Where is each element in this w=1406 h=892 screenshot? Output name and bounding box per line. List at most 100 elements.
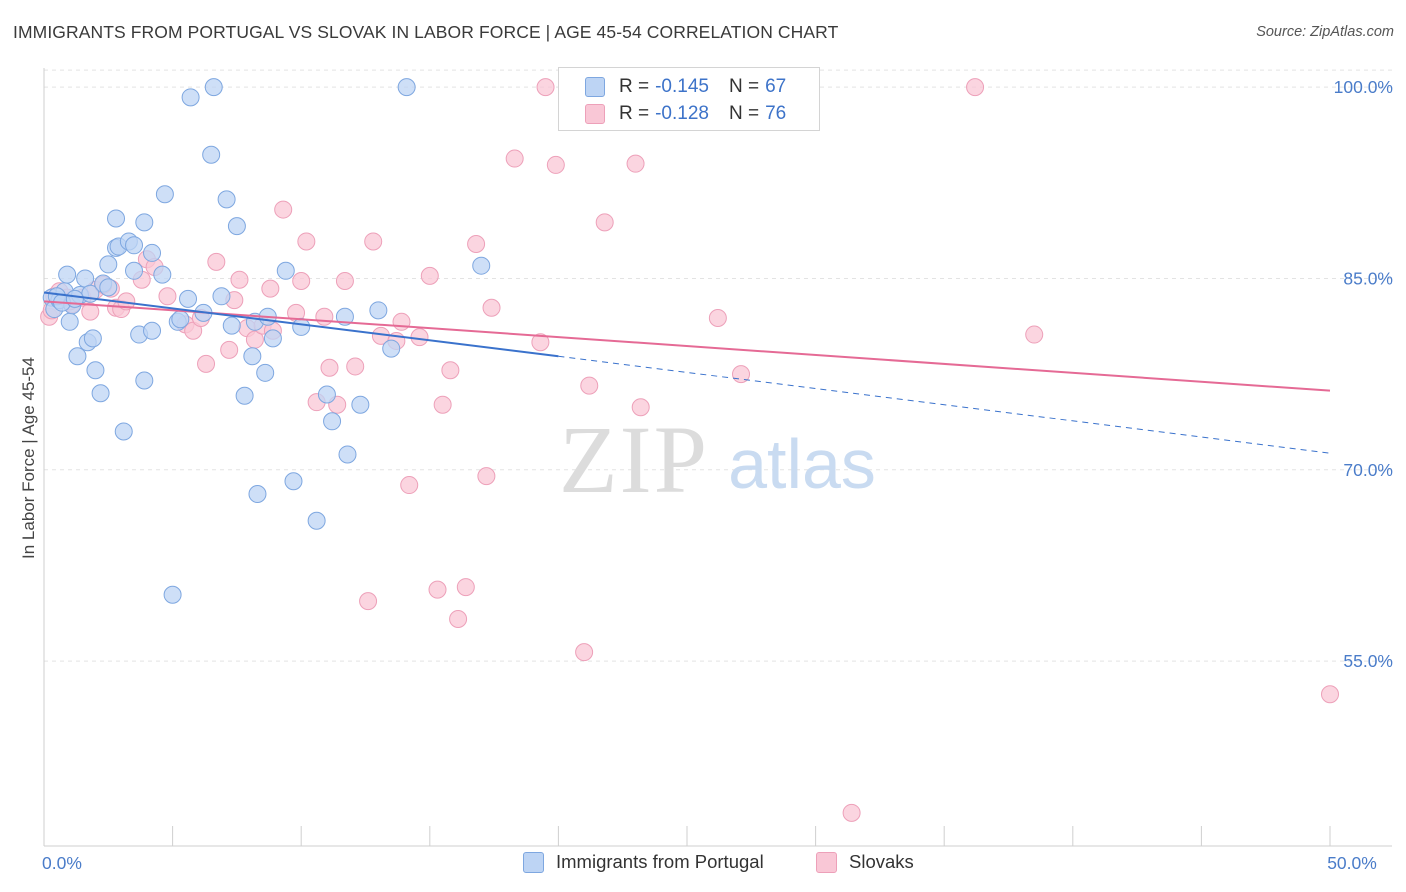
series-portugal-points (42, 78, 491, 604)
watermark-atlas: atlas (728, 425, 876, 503)
r-label: R = (619, 76, 650, 97)
point-slovaks (842, 803, 861, 822)
r-value: -0.145 (655, 76, 709, 97)
point-portugal (382, 339, 401, 358)
point-slovaks (420, 266, 439, 285)
point-portugal (204, 78, 223, 97)
r-label: R = (619, 103, 650, 124)
point-slovaks (400, 476, 419, 495)
y-tick-label: 85.0% (1343, 268, 1393, 288)
point-portugal (292, 317, 311, 336)
point-portugal (143, 243, 162, 262)
point-slovaks (428, 580, 447, 599)
legend-label-slovaks: Slovaks (849, 851, 914, 872)
legend-label-portugal: Immigrants from Portugal (556, 851, 764, 872)
point-portugal (99, 255, 118, 274)
point-portugal (335, 307, 354, 326)
point-portugal (107, 209, 126, 228)
x-tick-label: 0.0% (42, 853, 82, 873)
point-slovaks (1321, 685, 1339, 704)
point-slovaks (631, 398, 650, 417)
x-tick-label: 50.0% (1327, 853, 1377, 873)
y-tick-label: 55.0% (1343, 651, 1393, 671)
point-portugal (60, 312, 79, 331)
point-slovaks (364, 232, 383, 251)
point-portugal (256, 363, 275, 382)
point-slovaks (575, 643, 594, 662)
portugal-swatch (585, 77, 605, 97)
point-slovaks (482, 298, 501, 317)
point-portugal (212, 287, 231, 306)
y-tick-label: 70.0% (1343, 460, 1393, 480)
point-portugal (222, 316, 241, 335)
point-portugal (323, 412, 342, 431)
point-portugal (472, 256, 491, 275)
point-portugal (171, 310, 190, 329)
point-portugal (143, 321, 162, 340)
trendline-slovaks (43, 300, 1331, 392)
point-slovaks (456, 578, 475, 597)
source-credit: Source: ZipAtlas.com (1256, 24, 1394, 40)
point-slovaks (207, 252, 226, 271)
chart-title: IMMIGRANTS FROM PORTUGAL VS SLOVAK IN LA… (13, 22, 839, 42)
point-slovaks (359, 592, 378, 611)
point-portugal (68, 347, 87, 366)
point-slovaks (274, 200, 293, 219)
point-slovaks (626, 154, 645, 173)
point-portugal (153, 265, 172, 284)
axes (43, 68, 1392, 847)
point-slovaks (449, 609, 468, 628)
point-slovaks (261, 279, 280, 298)
legend-item-portugal[interactable]: Immigrants from Portugal (523, 851, 764, 873)
point-portugal (179, 289, 198, 308)
point-portugal (397, 78, 416, 97)
point-portugal (202, 145, 221, 164)
point-portugal (135, 213, 154, 232)
point-portugal (76, 269, 95, 288)
point-portugal (86, 361, 105, 380)
point-slovaks (467, 235, 486, 254)
slovaks-swatch (585, 104, 605, 124)
legend-row-slovaks: R = -0.128 N = 76 (585, 102, 786, 126)
point-slovaks (292, 271, 311, 290)
y-tick-label: 100.0% (1334, 77, 1393, 97)
point-portugal (58, 265, 77, 284)
point-slovaks (505, 149, 524, 168)
trendline-portugal (43, 291, 559, 358)
point-slovaks (297, 232, 316, 251)
point-slovaks (410, 328, 429, 347)
point-slovaks (580, 376, 599, 395)
trendline-portugal-extension (558, 355, 1331, 454)
n-value: 76 (765, 103, 787, 124)
point-slovaks (81, 302, 100, 321)
y-axis-label: In Labor Force | Age 45-54 (19, 357, 38, 559)
watermark: ZIP atlas (559, 406, 876, 513)
portugal-swatch (523, 851, 544, 873)
point-portugal (243, 347, 262, 366)
point-slovaks (320, 358, 339, 377)
point-portugal (317, 385, 336, 404)
n-value: 67 (765, 76, 787, 97)
point-slovaks (966, 78, 985, 97)
point-slovaks (220, 340, 239, 359)
point-portugal (284, 472, 303, 491)
point-slovaks (536, 78, 555, 97)
point-slovaks (315, 307, 334, 326)
point-slovaks (477, 467, 496, 486)
point-slovaks (531, 333, 550, 352)
point-slovaks (392, 312, 411, 331)
point-portugal (99, 278, 118, 297)
point-slovaks (433, 395, 452, 414)
point-portugal (307, 511, 326, 530)
legend-item-slovaks[interactable]: Slovaks (816, 851, 914, 873)
point-portugal (338, 445, 357, 464)
point-slovaks (158, 287, 177, 306)
n-label: N = (728, 76, 760, 97)
point-portugal (276, 261, 295, 280)
series-legend: Immigrants from Portugal Slovaks (0, 851, 1406, 879)
legend-row-portugal: R = -0.145 N = 67 (585, 75, 786, 99)
point-portugal (369, 301, 388, 320)
point-portugal (181, 88, 200, 107)
point-portugal (163, 585, 182, 604)
